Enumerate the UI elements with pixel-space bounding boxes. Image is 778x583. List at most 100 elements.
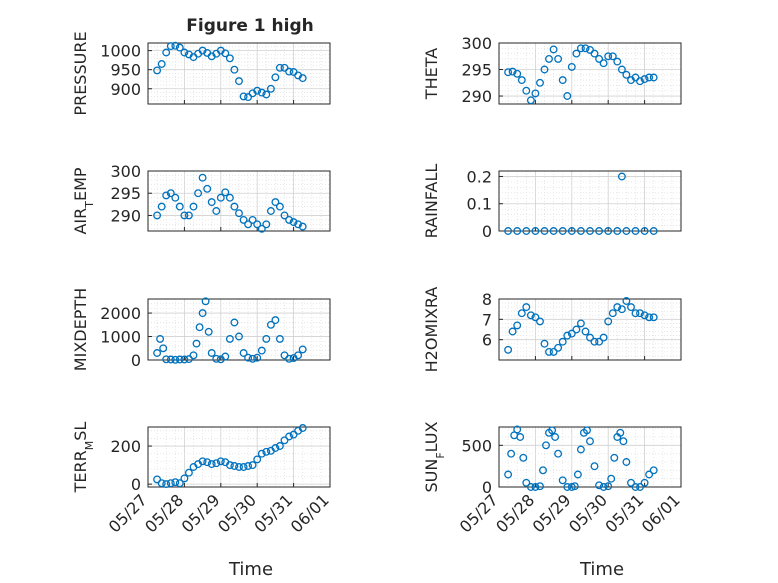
data-point xyxy=(531,313,540,322)
y-axis-label: H2OMIXRA xyxy=(422,287,441,373)
data-point xyxy=(522,478,531,487)
data-point xyxy=(622,458,631,466)
data-point xyxy=(627,303,635,312)
data-point xyxy=(649,466,658,475)
data-point xyxy=(586,437,594,446)
data-point xyxy=(513,425,522,434)
data-point xyxy=(171,355,180,364)
data-point xyxy=(244,93,253,102)
data-point xyxy=(548,426,557,435)
data-point xyxy=(617,65,626,74)
data-point xyxy=(166,479,175,488)
data-point xyxy=(631,227,640,235)
data-point xyxy=(298,424,307,432)
data-point xyxy=(257,224,266,233)
x-tick-label: 06/01 xyxy=(287,490,333,536)
data-point xyxy=(248,215,257,224)
data-point xyxy=(162,480,171,489)
y-tick-label: 0.2 xyxy=(467,167,492,186)
y-tick-label: 0 xyxy=(131,475,141,494)
data-point xyxy=(608,52,617,61)
data-point xyxy=(576,227,585,235)
data-point xyxy=(221,49,230,58)
data-point xyxy=(599,333,608,342)
data-point xyxy=(207,460,216,469)
data-point xyxy=(253,86,262,95)
data-point xyxy=(608,309,617,318)
data-point xyxy=(225,461,234,470)
x-tick-label: 05/27 xyxy=(105,490,151,536)
x-tick-label: 05/31 xyxy=(250,490,296,536)
data-point xyxy=(221,188,230,197)
data-point xyxy=(595,337,604,346)
data-point xyxy=(248,354,257,363)
data-point xyxy=(230,318,239,327)
y-tick-label: 295 xyxy=(110,184,141,203)
y-tick-label: 0 xyxy=(482,222,492,241)
data-point xyxy=(604,52,613,61)
data-point xyxy=(203,184,212,193)
data-point xyxy=(157,60,166,68)
data-point xyxy=(184,355,193,364)
data-point xyxy=(162,48,171,57)
data-point xyxy=(166,355,175,364)
y-tick-label: 300 xyxy=(110,162,141,181)
data-point xyxy=(203,458,212,467)
data-point xyxy=(175,355,184,364)
data-point xyxy=(192,339,201,348)
data-point xyxy=(180,211,189,220)
data-point xyxy=(576,44,585,53)
data-point xyxy=(153,66,162,75)
data-point xyxy=(294,351,303,360)
data-point xyxy=(239,92,248,101)
data-point xyxy=(285,354,294,363)
y-tick-label: 200 xyxy=(110,437,141,456)
data-point xyxy=(189,202,198,211)
data-point xyxy=(225,334,234,343)
data-point xyxy=(207,349,216,357)
data-point xyxy=(244,353,253,362)
panel-rainfall: 0 0.1 0.2 RAINFALL xyxy=(422,164,682,241)
data-point xyxy=(153,475,162,484)
axes-box xyxy=(147,426,331,488)
data-point xyxy=(239,349,248,357)
data-point xyxy=(504,470,513,479)
data-point xyxy=(230,65,239,74)
data-point xyxy=(244,462,253,470)
data-point xyxy=(159,344,168,353)
data-point xyxy=(207,198,216,207)
y-tick-label: 0 xyxy=(482,478,492,497)
data-point xyxy=(545,347,553,356)
data-point xyxy=(253,353,262,362)
data-point xyxy=(157,479,166,488)
data-point xyxy=(540,227,549,235)
data-point xyxy=(298,74,307,83)
data-point xyxy=(289,218,298,227)
data-point xyxy=(526,96,535,105)
data-point xyxy=(573,470,582,479)
data-point xyxy=(540,65,549,74)
x-tick-label: 05/29 xyxy=(529,490,575,536)
data-point xyxy=(175,43,184,52)
data-point xyxy=(549,347,558,356)
data-point xyxy=(640,478,649,487)
data-point xyxy=(239,463,248,471)
data-point xyxy=(545,54,553,63)
y-axis-label: AIRTEMP xyxy=(71,167,96,234)
data-point xyxy=(558,476,567,485)
data-point xyxy=(551,433,560,441)
data-point xyxy=(522,303,531,312)
data-point xyxy=(590,462,599,471)
data-point xyxy=(595,227,604,235)
data-point xyxy=(266,207,275,215)
data-point xyxy=(289,430,298,439)
data-point xyxy=(508,327,517,336)
data-point xyxy=(531,483,540,491)
data-point xyxy=(604,317,613,326)
data-point xyxy=(216,193,225,202)
data-point xyxy=(572,325,581,334)
y-tick-label: 6 xyxy=(482,331,492,350)
data-point xyxy=(198,173,207,182)
y-tick-label: 1000 xyxy=(100,42,141,61)
data-point xyxy=(613,227,622,235)
